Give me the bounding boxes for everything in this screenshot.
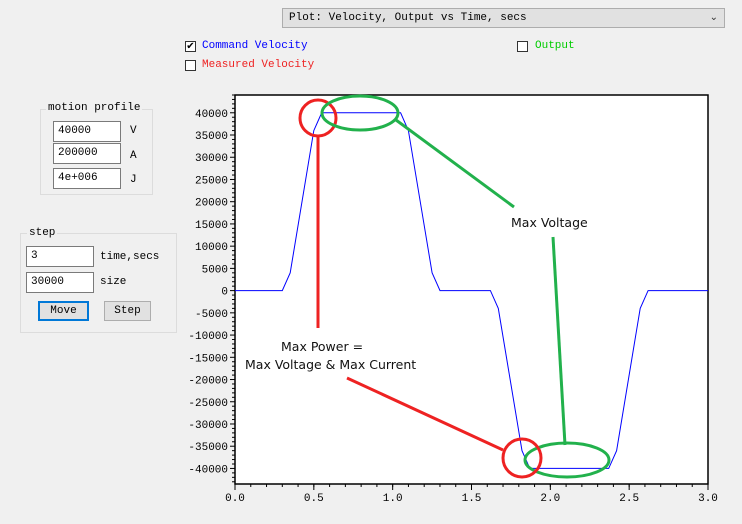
acceleration-unit: A [130,150,137,162]
x-tick-label: 2.0 [540,493,560,505]
y-tick-label: 40000 [195,109,228,121]
step-title: step [27,227,58,239]
step-group [20,233,177,333]
y-tick-label: 20000 [195,198,228,210]
y-tick-label: 0 [221,287,228,299]
y-tick-label: 35000 [195,131,228,143]
y-tick-label: -5000 [195,309,228,321]
y-tick-label: -25000 [188,398,228,410]
size-unit: size [100,276,127,288]
y-tick-label: 15000 [195,220,228,232]
max-voltage-pointer-bottom [551,236,567,446]
chevron-down-icon: ⌄ [709,12,718,23]
jerk-unit: J [130,174,137,186]
y-tick-label: 5000 [202,264,228,276]
command-velocity-line [235,112,708,469]
y-tick-label: -35000 [188,442,228,454]
motion-profile-title: motion profile [46,102,143,114]
max-power-pointer-bottom [346,376,504,452]
x-tick-label: 3.0 [698,493,718,505]
max-power-annotation-line2: Max Voltage & Max Current [245,357,417,372]
move-button[interactable]: Move [38,301,89,321]
x-tick-label: 2.5 [619,493,639,505]
time-unit: time,secs [100,251,160,263]
measured-velocity-label: Measured Velocity [202,59,315,71]
max-voltage-ellipse-bottom [523,441,611,479]
y-tick-label: -40000 [188,464,228,476]
time-input[interactable]: 3 [26,246,94,267]
size-input[interactable]: 30000 [26,272,94,293]
plot-area [234,94,709,485]
max-voltage-annotation: Max Voltage [511,215,588,230]
max-voltage-pointer-top [395,118,515,209]
max-power-circle-bottom [501,437,543,479]
x-tick-label: 0.5 [304,493,324,505]
plot-select[interactable]: Plot: Velocity, Output vs Time, secs ⌄ [282,8,725,28]
checkmark-icon: ✔ [185,41,196,52]
velocity-unit: V [130,125,137,137]
velocity-input[interactable]: 40000 [53,121,121,142]
jerk-input[interactable]: 4e+006 [53,168,121,189]
command-velocity-label: Command Velocity [202,40,308,52]
max-power-annotation-line1: Max Power = [281,339,364,354]
y-tick-label: -30000 [188,420,228,432]
y-tick-label: 30000 [195,153,228,165]
annotations [298,94,611,479]
y-tick-label: 25000 [195,175,228,187]
x-tick-label: 1.0 [383,493,403,505]
y-tick-label: -10000 [188,331,228,343]
plot-select-value: Plot: Velocity, Output vs Time, secs [289,12,527,24]
x-tick-label: 1.5 [462,493,482,505]
acceleration-input[interactable]: 200000 [53,143,121,164]
step-button[interactable]: Step [104,301,151,321]
y-tick-label: 10000 [195,242,228,254]
output-label: Output [535,40,575,52]
y-tick-label: -20000 [188,376,228,388]
max-voltage-ellipse-top [320,94,400,132]
x-tick-label: 0.0 [225,493,245,505]
checkbox-box [517,41,528,52]
y-tick-label: -15000 [188,353,228,365]
checkbox-box [185,60,196,71]
